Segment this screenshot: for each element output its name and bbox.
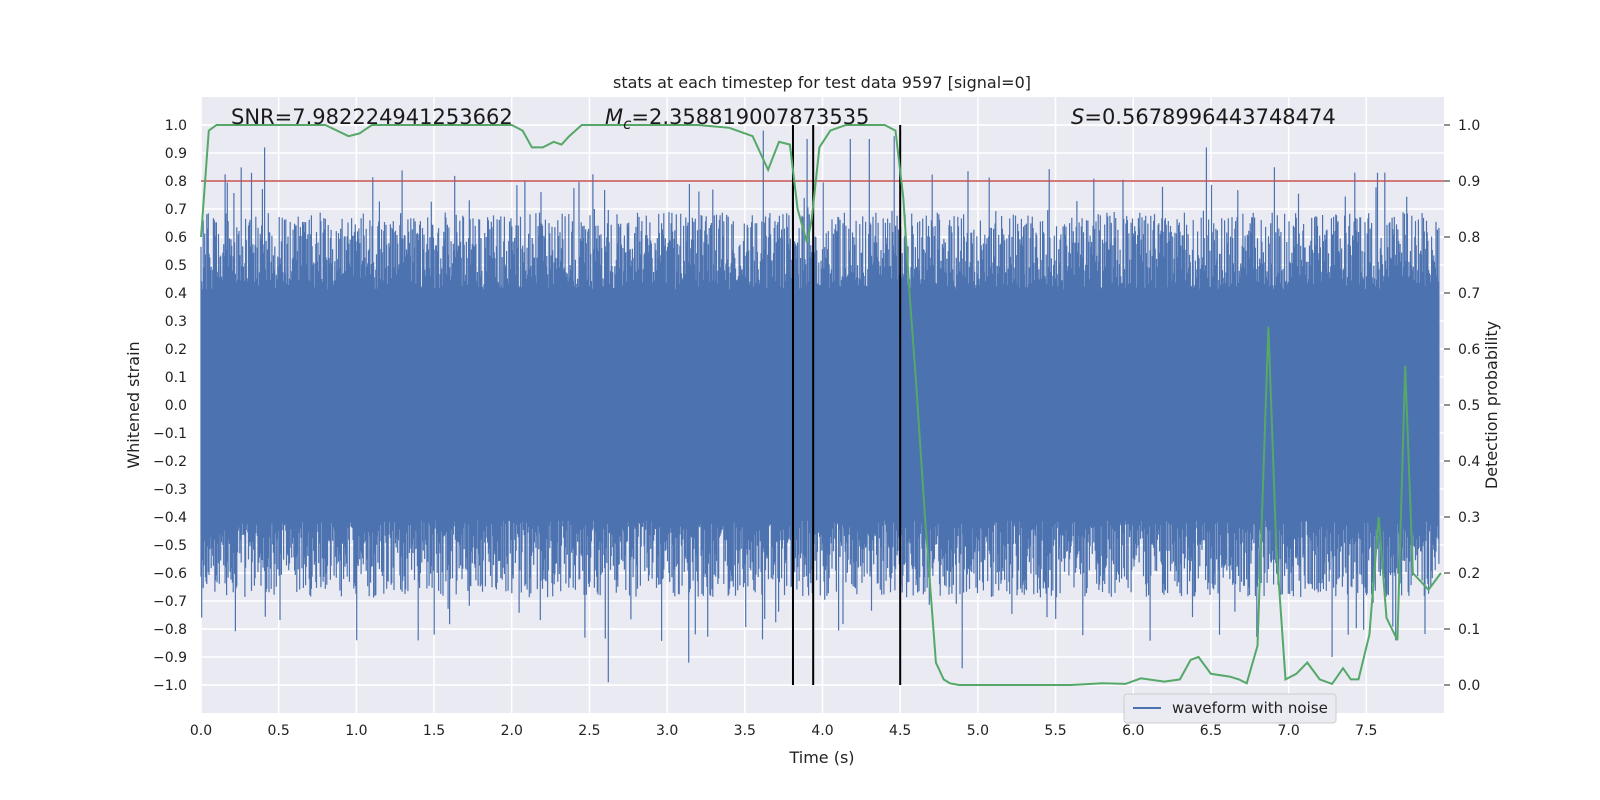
x-tick-label: 0.5 xyxy=(268,723,290,739)
x-tick-label: 2.5 xyxy=(578,723,600,739)
y-tick-label: 0.7 xyxy=(165,202,187,218)
x-tick-label: 3.5 xyxy=(734,723,756,739)
y-tick-label: −0.7 xyxy=(153,594,187,610)
x-axis-label: Time (s) xyxy=(788,748,854,767)
waveform-trace xyxy=(200,130,1440,683)
y2-tick-label: 0.4 xyxy=(1458,454,1480,470)
y2-tick-labels: 1.0 0.9 0.8 0.7 0.6 0.5 0.4 0.3 0.2 0.1 0.0 xyxy=(1444,118,1480,694)
y2-tick-label: 1.0 xyxy=(1458,118,1480,134)
y-tick-label: 0.3 xyxy=(165,314,187,330)
y-tick-label: −0.4 xyxy=(153,510,187,526)
legend: waveform with noise xyxy=(1123,693,1337,724)
y-tick-label: 1.0 xyxy=(165,118,187,134)
x-tick-label: 5.5 xyxy=(1044,723,1066,739)
legend-label: waveform with noise xyxy=(1172,699,1328,717)
x-tick-label: 3.0 xyxy=(656,723,678,739)
y-tick-label: 0.1 xyxy=(165,370,187,386)
x-tick-label: 1.0 xyxy=(345,723,367,739)
detection-probability-line xyxy=(200,124,1442,686)
x-tick-label: 0.0 xyxy=(190,723,212,739)
y-tick-label: −0.6 xyxy=(153,566,187,582)
mc-symbol: M xyxy=(605,105,623,129)
probability-series xyxy=(200,124,1442,686)
y2-tick-label: 0.2 xyxy=(1458,566,1480,582)
y2-tick-label: 0.6 xyxy=(1458,342,1480,358)
x-tick-label: 5.0 xyxy=(967,723,989,739)
legend-box xyxy=(1123,693,1337,724)
y2-tick-label: 0.5 xyxy=(1458,398,1480,414)
y2-tick-label: 0.1 xyxy=(1458,622,1480,638)
mc-subscript: c xyxy=(623,115,632,133)
x-tick-label: 4.5 xyxy=(889,723,911,739)
snr-annotation: SNR=7.982224941253662 xyxy=(231,105,513,129)
y-tick-label: −0.1 xyxy=(153,426,187,442)
y-tick-label: 0.9 xyxy=(165,146,187,162)
y-tick-label: −0.5 xyxy=(153,538,187,554)
x-tick-label: 4.0 xyxy=(811,723,833,739)
x-tick-labels: 0.0 0.5 1.0 1.5 2.0 2.5 3.0 3.5 4.0 4.5 5.0 5.5 6.0 6… xyxy=(190,723,1378,739)
y-tick-label: −0.3 xyxy=(153,482,187,498)
y2-axis-label: Detection probability xyxy=(1482,321,1501,489)
y-axis-label: Whitened strain xyxy=(124,341,143,468)
y2-tick-label: 0.0 xyxy=(1458,678,1480,694)
y2-tick-label: 0.7 xyxy=(1458,286,1480,302)
y-tick-labels: 1.0 0.9 0.8 0.7 0.6 0.5 0.4 0.3 0.2 0.1 0.0 −0.1 −0.… xyxy=(153,118,187,694)
y-tick-label: −1.0 xyxy=(153,678,187,694)
y-tick-label: 0.5 xyxy=(165,258,187,274)
y-tick-label: −0.9 xyxy=(153,650,187,666)
y2-tick-label: 0.8 xyxy=(1458,230,1480,246)
y-tick-label: 0.8 xyxy=(165,174,187,190)
s-value: =0.5678996443748474 xyxy=(1084,105,1335,129)
y-tick-label: −0.2 xyxy=(153,454,187,470)
x-tick-label: 1.5 xyxy=(423,723,445,739)
x-tick-label: 6.5 xyxy=(1200,723,1222,739)
s-symbol: S xyxy=(1071,105,1084,129)
mc-value: =2.358819007873535 xyxy=(631,105,869,129)
y-tick-label: 0.0 xyxy=(165,398,187,414)
x-tick-label: 7.0 xyxy=(1277,723,1299,739)
s-annotation: S=0.5678996443748474 xyxy=(1071,105,1336,129)
waveform-series xyxy=(200,130,1440,683)
y-tick-label: 0.2 xyxy=(165,342,187,358)
x-tick-label: 6.0 xyxy=(1122,723,1144,739)
y2-tick-label: 0.9 xyxy=(1458,174,1480,190)
chart-title: stats at each timestep for test data 959… xyxy=(613,73,1031,92)
y-tick-label: 0.4 xyxy=(165,286,187,302)
x-tick-label: 7.5 xyxy=(1355,723,1377,739)
overlay-lines xyxy=(201,125,1444,685)
y-tick-label: 0.6 xyxy=(165,230,187,246)
y2-tick-label: 0.3 xyxy=(1458,510,1480,526)
x-tick-label: 2.0 xyxy=(501,723,523,739)
y-tick-label: −0.8 xyxy=(153,622,187,638)
mc-annotation: Mc=2.358819007873535 xyxy=(605,105,869,133)
